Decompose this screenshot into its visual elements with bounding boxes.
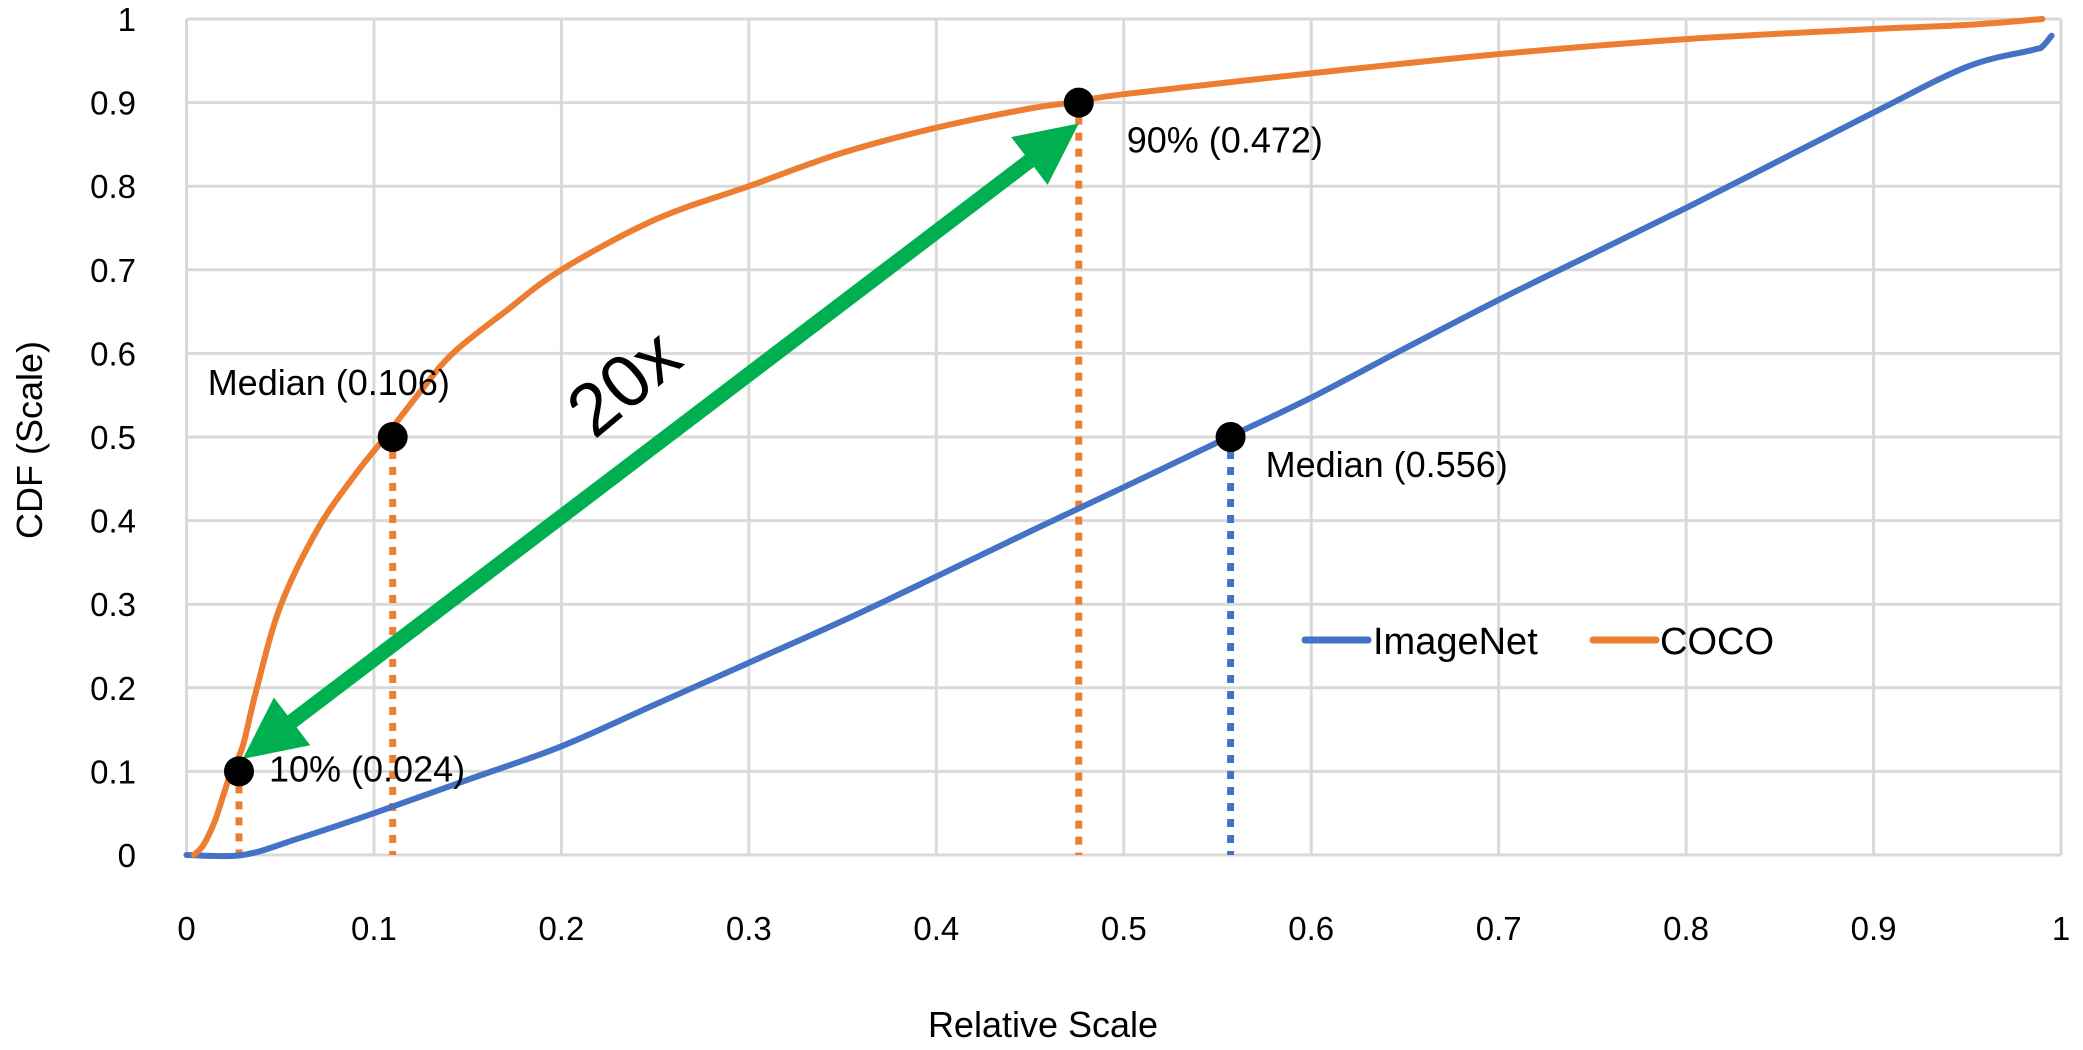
x-tick-label: 0	[177, 910, 195, 947]
y-tick-label: 0.3	[90, 586, 136, 623]
grid-lines	[185, 17, 2063, 857]
y-tick-label: 0.8	[90, 168, 136, 205]
marker-label: Median (0.106)	[208, 362, 450, 403]
y-tick-label: 0	[118, 837, 136, 874]
y-tick-label: 0.6	[90, 335, 136, 372]
marker-label: Median (0.556)	[1266, 444, 1508, 485]
y-tick-label: 0.9	[90, 85, 136, 122]
y-tick-label: 0.4	[90, 503, 136, 540]
y-tick-label: 0.7	[90, 252, 136, 289]
x-axis-title: Relative Scale	[928, 1004, 1158, 1045]
marker-label: 90% (0.472)	[1127, 120, 1323, 161]
ratio-arrow-shaft	[277, 147, 1044, 735]
x-tick-label: 0.7	[1476, 910, 1522, 947]
marker-labels: 10% (0.024) Median (0.106) 90% (0.472) Medi…	[208, 120, 1508, 790]
ratio-arrow-head-start	[242, 697, 311, 759]
series-lines	[183, 16, 2055, 860]
y-tick-label: 1	[118, 1, 136, 38]
legend-label-imagenet: ImageNet	[1373, 621, 1538, 663]
y-axis-title: CDF (Scale)	[9, 341, 50, 539]
marker-label: 10% (0.024)	[269, 748, 465, 789]
x-tick-label: 0.6	[1288, 910, 1334, 947]
y-tick-label: 0.5	[90, 419, 136, 456]
legend-label-coco: COCO	[1660, 621, 1774, 663]
x-tick-label: 0.9	[1851, 910, 1897, 947]
y-tick-label: 0.1	[90, 753, 136, 790]
y-axis-ticks: 0 0.1 0.2 0.3 0.4 0.5 0.6 0.7 0.8 0.9 1	[90, 1, 136, 874]
legend: ImageNet COCO	[1301, 621, 1774, 663]
marker-point	[377, 422, 408, 452]
x-tick-label: 0.1	[351, 910, 397, 947]
x-tick-label: 1	[2052, 910, 2070, 947]
marker-point	[1215, 422, 1246, 452]
marker-points	[223, 87, 1246, 787]
marker-drop-lines	[235, 116, 1235, 855]
x-axis-ticks: 0 0.1 0.2 0.3 0.4 0.5 0.6 0.7 0.8 0.9 1	[177, 910, 2070, 947]
marker-point	[1063, 87, 1094, 118]
ratio-arrow	[242, 123, 1079, 759]
ratio-arrow-head-end	[1011, 123, 1079, 185]
marker-point	[223, 756, 254, 787]
y-tick-label: 0.2	[90, 670, 136, 707]
x-tick-label: 0.2	[538, 910, 584, 947]
x-tick-label: 0.3	[726, 910, 772, 947]
series-line-coco	[191, 16, 2046, 858]
x-tick-label: 0.5	[1101, 910, 1147, 947]
x-tick-label: 0.4	[913, 910, 959, 947]
x-tick-label: 0.8	[1663, 910, 1709, 947]
series-line-imagenet	[183, 32, 2055, 860]
